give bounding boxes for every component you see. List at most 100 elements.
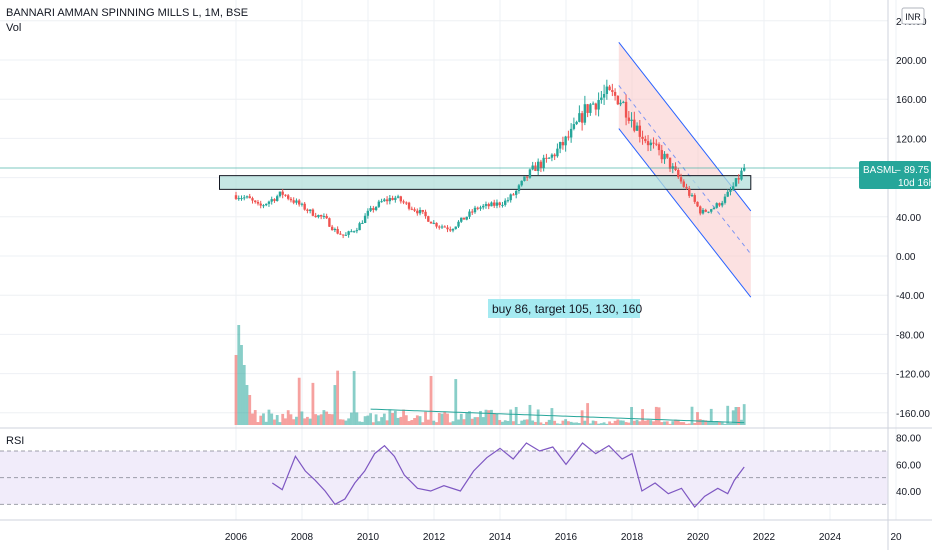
volume-bar [371, 422, 375, 425]
candle-body [410, 208, 414, 210]
rsi-tick-label: 40.00 [896, 487, 921, 498]
rsi-pane[interactable] [0, 442, 888, 508]
volume-bar [418, 416, 422, 425]
volume-bar [377, 421, 381, 425]
candle-body [619, 102, 622, 105]
volume-bar [566, 421, 570, 425]
volume-bar [597, 423, 601, 425]
volume-bars [234, 325, 746, 425]
volume-bar [286, 410, 290, 425]
candle-body [490, 202, 493, 207]
volume-bar [492, 413, 496, 425]
candle-body [416, 210, 419, 214]
y-tick-label: -40.00 [896, 291, 925, 302]
volume-bar [267, 409, 271, 425]
candle-body [418, 209, 422, 214]
volume-bar [388, 409, 392, 425]
candle-body [600, 97, 603, 101]
candle-body [251, 198, 254, 201]
volume-bar [635, 419, 639, 425]
candle-body [300, 203, 304, 205]
candle-body [547, 157, 551, 159]
volume-bar [473, 417, 477, 425]
y-tick-label: 160.00 [896, 95, 927, 106]
volume-bar [534, 421, 537, 425]
candle-body [449, 229, 452, 231]
currency-badge[interactable] [901, 7, 925, 25]
volume-bar [284, 418, 287, 425]
volume-bar [737, 407, 741, 425]
candle-body [388, 197, 392, 202]
volume-bar [652, 421, 655, 425]
candle-body [627, 117, 631, 121]
candle-body [402, 201, 405, 203]
time-axis[interactable]: 2006 2008 2010 2012 2014 2016 2018 2020 2022 2024… [225, 532, 902, 543]
candle-body [355, 230, 359, 232]
volume-bar [506, 420, 510, 425]
volume-bar [237, 325, 241, 425]
candle-body [267, 201, 271, 204]
candle-body [487, 204, 490, 207]
rsi-axis: 80.00 60.00 40.00 [896, 434, 921, 498]
candle-body [517, 185, 521, 191]
candle-body [726, 191, 729, 197]
candle-body [281, 191, 284, 195]
volume-bar [556, 423, 559, 425]
volume-bar [325, 411, 329, 425]
volume-bar [630, 407, 633, 425]
candle-body [394, 197, 397, 200]
candle-body [295, 200, 298, 203]
volume-bar [660, 422, 664, 425]
volume-bar [289, 414, 293, 425]
volume-bar [707, 420, 710, 425]
candle-body [361, 222, 364, 224]
volume-bar [641, 409, 644, 425]
candle-body [655, 143, 658, 145]
candle-body [740, 170, 743, 180]
volume-bar [605, 423, 609, 425]
volume-bar [509, 409, 513, 425]
candle-body [630, 119, 633, 121]
volume-bar [632, 420, 636, 425]
candle-body [528, 169, 532, 178]
candle-body [611, 90, 614, 92]
volume-bar [358, 421, 362, 425]
price-axis[interactable]: 240.00200.00160.00120.0080.0040.000.00-4… [896, 17, 930, 420]
volume-bar [338, 419, 342, 425]
annotation-box[interactable] [488, 299, 640, 318]
candle-body [652, 142, 655, 144]
volume-bar [322, 410, 326, 425]
volume-bar [245, 385, 249, 425]
volume-bar [545, 421, 548, 425]
y-tick-label: 200.00 [896, 56, 927, 67]
volume-bar [539, 422, 543, 425]
candle-body [690, 195, 694, 197]
candle-body [352, 231, 356, 233]
candle-body [234, 195, 238, 199]
candle-body [729, 189, 732, 192]
candle-body [660, 150, 663, 160]
candle-body [278, 191, 282, 197]
candle-body [569, 128, 573, 138]
resistance-zone[interactable] [219, 175, 752, 190]
volume-bar [451, 421, 455, 425]
volume-bar [580, 410, 584, 425]
volume-bar [481, 417, 485, 425]
volume-bar [682, 422, 686, 425]
volume-bar [715, 421, 719, 425]
candle-body [671, 166, 674, 169]
volume-bar [262, 413, 265, 425]
volume-bar [399, 416, 403, 425]
y-tick-label: -120.00 [896, 370, 930, 381]
candle-body [256, 202, 260, 204]
candle-body [240, 198, 243, 200]
y-tick-label: -80.00 [896, 330, 925, 341]
volume-bar [413, 418, 416, 425]
candle-body [594, 103, 598, 110]
volume-bar [479, 410, 482, 425]
volume-bar [564, 419, 568, 425]
currency-label: INR [905, 12, 921, 22]
last-price-marker[interactable] [859, 161, 931, 189]
